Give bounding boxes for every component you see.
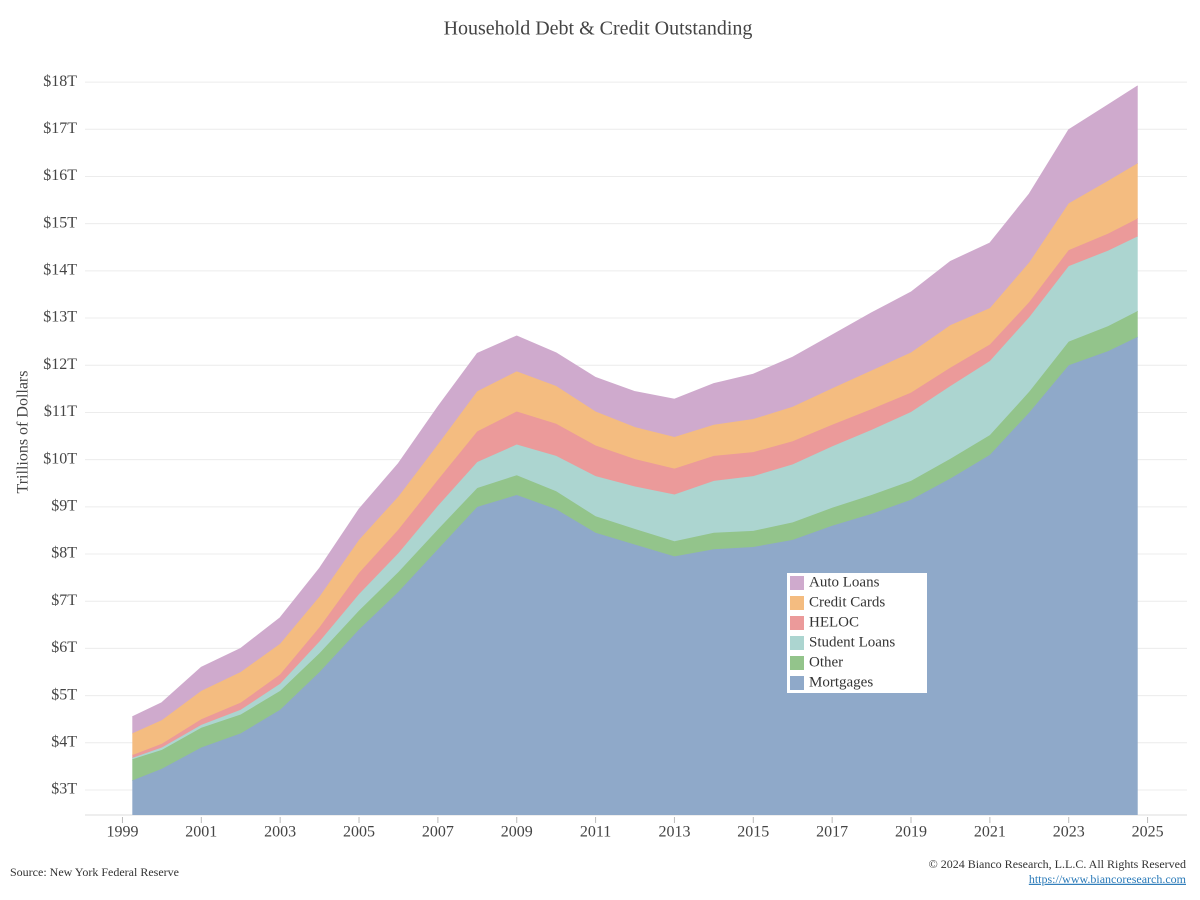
y-tick-label: $8T [51,545,77,562]
website-link[interactable]: https://www.biancoresearch.com [1029,872,1187,886]
y-tick-label: $16T [43,167,77,184]
y-tick-label: $7T [51,592,77,609]
legend-swatch [790,616,804,630]
x-tick-label: 2019 [895,824,927,841]
area-edge [132,85,1138,718]
y-tick-label: $12T [43,356,77,373]
y-tick-label: $5T [51,686,77,703]
x-tick-label: 2025 [1132,824,1164,841]
y-tick-label: $11T [44,403,77,420]
legend-swatch [790,656,804,670]
y-tick-label: $3T [51,781,77,798]
area-band [132,336,1138,815]
x-tick-label: 2005 [343,824,375,841]
y-tick-label: $17T [43,120,77,137]
x-tick-label: 2023 [1053,824,1085,841]
x-tick-label: 2001 [185,824,217,841]
x-tick-label: 2007 [422,824,454,841]
area-band [132,236,1138,760]
copyright: © 2024 Bianco Research, L.L.C. All Right… [929,857,1186,871]
y-tick-label: $18T [43,73,77,90]
y-tick-label: $4T [51,733,77,750]
x-tick-label: 2003 [264,824,296,841]
legend-label: Other [809,654,843,670]
x-tick-label: 2013 [658,824,690,841]
source-note: Source: New York Federal Reserve [10,865,179,879]
legend-swatch [790,576,804,590]
chart-title: Household Debt & Credit Outstanding [444,18,753,40]
legend-label: Credit Cards [809,594,885,610]
legend-swatch [790,636,804,650]
y-tick-label: $10T [43,450,77,467]
y-tick-label: $13T [43,309,77,326]
y-axis-label: Trillions of Dollars [15,371,32,494]
y-tick-label: $6T [51,639,77,656]
x-tick-label: 2021 [974,824,1006,841]
area-band [132,310,1138,781]
x-tick-label: 2017 [816,824,848,841]
x-tick-label: 2009 [501,824,533,841]
y-tick-label: $15T [43,214,77,231]
y-tick-label: $14T [43,262,77,279]
y-tick-label: $9T [51,498,77,515]
area-band [132,85,1138,734]
legend-label: Student Loans [809,634,895,650]
legend-label: HELOC [809,614,859,630]
legend-label: Auto Loans [809,574,880,590]
x-tick-label: 2015 [737,824,769,841]
legend-box [787,573,927,693]
legend-label: Mortgages [809,674,873,690]
legend-swatch [790,596,804,610]
x-tick-label: 1999 [106,824,138,841]
legend: Auto Loans Credit Cards HELOC Student Loans… [787,573,927,693]
legend-swatch [790,676,804,690]
x-tick-label: 2011 [580,824,611,841]
